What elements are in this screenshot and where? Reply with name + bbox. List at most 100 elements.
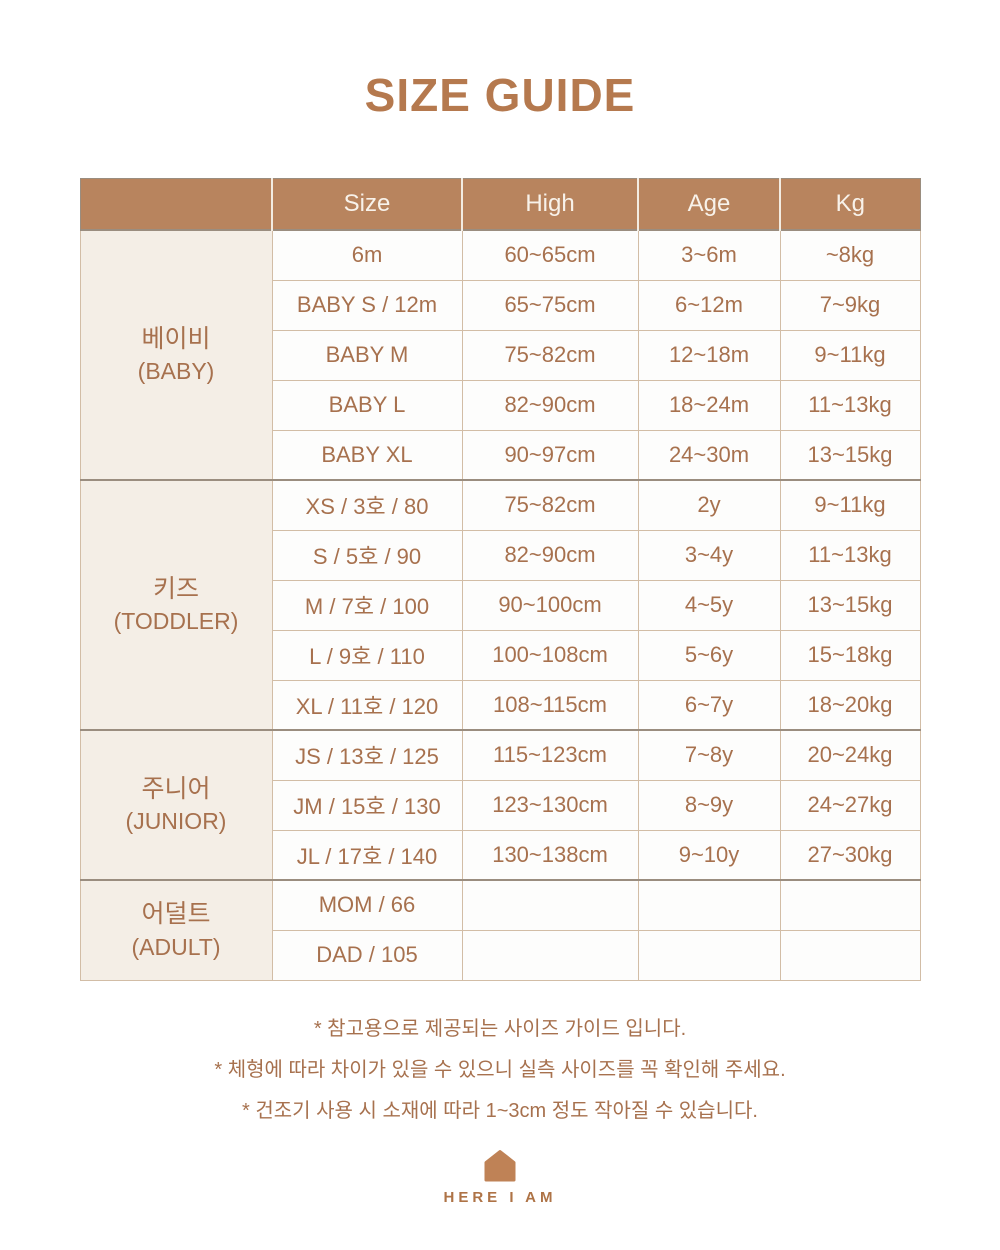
- table-cell: 2y: [637, 479, 781, 531]
- table-row: S / 5호 / 90 82~90cm 3~4y 11~13kg: [80, 529, 921, 581]
- table-cell: [779, 929, 921, 981]
- table-cell: BABY XL: [271, 429, 463, 481]
- table-cell: 75~82cm: [461, 329, 639, 381]
- column-header-age: Age: [637, 178, 780, 231]
- table-cell: DAD / 105: [271, 929, 463, 981]
- group-cell: 베이비 (BABY): [79, 229, 273, 481]
- size-guide-table: Size High Age Kg 베이비 (BABY) 6m 60~65cm 3~6m ~…: [79, 177, 921, 981]
- table-cell: 9~11kg: [779, 479, 921, 531]
- table-cell: 20~24kg: [779, 729, 921, 781]
- table-row: BABY L 82~90cm 18~24m 11~13kg: [80, 379, 921, 431]
- column-header-group: [80, 178, 272, 231]
- table-cell: 24~30m: [637, 429, 781, 481]
- table-cell: 13~15kg: [779, 429, 921, 481]
- table-cell: 90~97cm: [461, 429, 639, 481]
- table-cell: JM / 15호 / 130: [271, 779, 463, 831]
- footnote-line: * 체형에 따라 차이가 있을 수 있으니 실측 사이즈를 꼭 확인해 주세요.: [214, 1058, 786, 1081]
- table-cell: 82~90cm: [461, 379, 639, 431]
- footnote-line: * 건조기 사용 시 소재에 따라 1~3cm 정도 작아질 수 있습니다.: [242, 1099, 758, 1122]
- table-cell: 11~13kg: [779, 379, 921, 431]
- group-cell: 키즈 (TODDLER): [79, 479, 273, 731]
- table-cell: 8~9y: [637, 779, 781, 831]
- table-cell: 123~130cm: [461, 779, 639, 831]
- table-cell: XS / 3호 / 80: [271, 479, 463, 531]
- table-cell: [637, 929, 781, 981]
- table-row: JL / 17호 / 140 130~138cm 9~10y 27~30kg: [80, 829, 921, 881]
- table-cell: 5~6y: [637, 629, 781, 681]
- table-cell: 100~108cm: [461, 629, 639, 681]
- table-cell: 7~9kg: [779, 279, 921, 331]
- brand-name: HERE I AM: [443, 1188, 557, 1206]
- table-cell: 3~4y: [637, 529, 781, 581]
- table-cell: BABY M: [271, 329, 463, 381]
- table-header-row: Size High Age Kg: [80, 178, 920, 231]
- table-cell: JL / 17호 / 140: [271, 829, 463, 881]
- group-cell: 주니어 (JUNIOR): [79, 729, 273, 881]
- table-cell: 9~10y: [637, 829, 781, 881]
- table-cell: 15~18kg: [779, 629, 921, 681]
- table-row: 베이비 (BABY) 6m 60~65cm 3~6m ~8kg: [79, 229, 921, 481]
- table-row: 주니어 (JUNIOR) JS / 13호 / 125 115~123cm 7~8y 20…: [79, 729, 921, 881]
- group-label-ko: 어덜트: [141, 899, 211, 928]
- table-cell: BABY L: [271, 379, 463, 431]
- group-label-en: (TODDLER): [113, 608, 239, 635]
- table-row: BABY S / 12m 65~75cm 6~12m 7~9kg: [80, 279, 921, 331]
- table-cell: [461, 879, 639, 931]
- table-cell: [461, 929, 639, 981]
- table-cell: 82~90cm: [461, 529, 639, 581]
- table-cell: 13~15kg: [779, 579, 921, 631]
- table-row: L / 9호 / 110 100~108cm 5~6y 15~18kg: [80, 629, 921, 681]
- table-row: DAD / 105: [80, 929, 921, 981]
- column-header-kg: Kg: [779, 178, 920, 231]
- footnote-line: * 참고용으로 제공되는 사이즈 가이드 입니다.: [313, 1017, 687, 1040]
- table-cell: 4~5y: [637, 579, 781, 631]
- table-row: 어덜트 (ADULT) MOM / 66: [79, 879, 921, 981]
- table-cell: 11~13kg: [779, 529, 921, 581]
- column-header-size: Size: [271, 178, 462, 231]
- table-cell: 7~8y: [637, 729, 781, 781]
- table-cell: JS / 13호 / 125: [271, 729, 463, 781]
- table-cell: 6~12m: [637, 279, 781, 331]
- size-table-body: 베이비 (BABY) 6m 60~65cm 3~6m ~8kg BABY S / 12m 65…: [79, 229, 921, 981]
- table-cell: 6m: [271, 229, 463, 281]
- table-cell: 18~24m: [637, 379, 781, 431]
- footnotes: * 참고용으로 제공되는 사이즈 가이드 입니다. * 체형에 따라 차이가 있…: [0, 1009, 1000, 1132]
- table-cell: 130~138cm: [461, 829, 639, 881]
- table-cell: 90~100cm: [461, 579, 639, 631]
- page-title: SIZE GUIDE: [364, 69, 636, 121]
- table-cell: XL / 11호 / 120: [271, 679, 463, 731]
- table-cell: ~8kg: [779, 229, 921, 281]
- column-header-high: High: [461, 178, 638, 231]
- table-cell: 18~20kg: [779, 679, 921, 731]
- group-label-ko: 베이비: [141, 324, 211, 353]
- table-cell: MOM / 66: [271, 879, 463, 931]
- table-cell: L / 9호 / 110: [271, 629, 463, 681]
- table-row: M / 7호 / 100 90~100cm 4~5y 13~15kg: [80, 579, 921, 631]
- table-cell: 60~65cm: [461, 229, 639, 281]
- table-cell: 75~82cm: [461, 479, 639, 531]
- group-label-en: (JUNIOR): [125, 808, 227, 835]
- brand-logo: HERE I AM: [0, 1148, 1000, 1206]
- table-cell: S / 5호 / 90: [271, 529, 463, 581]
- table-cell: 6~7y: [637, 679, 781, 731]
- group-label-ko: 주니어: [141, 774, 211, 803]
- group-cell: 어덜트 (ADULT): [79, 879, 273, 981]
- table-cell: 3~6m: [637, 229, 781, 281]
- table-cell: 27~30kg: [779, 829, 921, 881]
- table-cell: BABY S / 12m: [271, 279, 463, 331]
- table-row: XL / 11호 / 120 108~115cm 6~7y 18~20kg: [80, 679, 921, 731]
- table-row: 키즈 (TODDLER) XS / 3호 / 80 75~82cm 2y 9~11kg: [79, 479, 921, 731]
- group-label-en: (ADULT): [131, 933, 221, 960]
- table-cell: 12~18m: [637, 329, 781, 381]
- table-cell: [637, 879, 781, 931]
- table-cell: M / 7호 / 100: [271, 579, 463, 631]
- table-row: BABY M 75~82cm 12~18m 9~11kg: [80, 329, 921, 381]
- group-label-en: (BABY): [137, 358, 215, 385]
- table-cell: [779, 879, 921, 931]
- table-cell: 9~11kg: [779, 329, 921, 381]
- table-cell: 24~27kg: [779, 779, 921, 831]
- table-cell: 65~75cm: [461, 279, 639, 331]
- house-icon: [484, 1149, 516, 1182]
- table-cell: 108~115cm: [461, 679, 639, 731]
- group-label-ko: 키즈: [152, 574, 199, 603]
